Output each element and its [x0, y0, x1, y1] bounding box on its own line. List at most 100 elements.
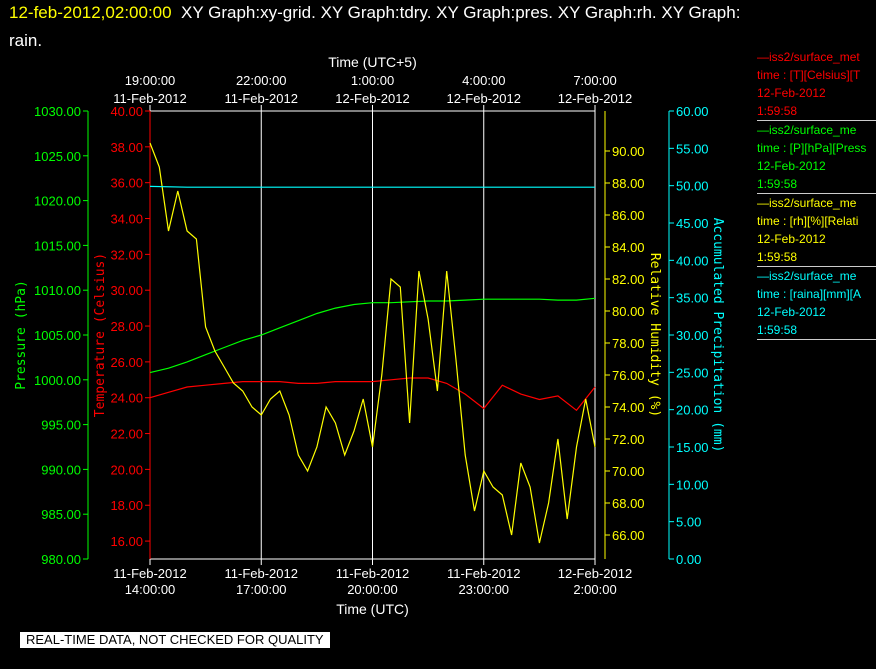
legend-entry-desc: time : [P][hPa][Press [757, 141, 867, 155]
rh-tick-label: 70.00 [612, 464, 645, 479]
x-tick-label-time: 14:00:00 [125, 582, 176, 597]
temperature-tick-label: 38.00 [110, 140, 143, 155]
rain-tick-label: 10.00 [676, 477, 709, 492]
temperature-tick-label: 24.00 [110, 391, 143, 406]
x-tick-label-time: 20:00:00 [347, 582, 398, 597]
temperature-tick-label: 26.00 [110, 355, 143, 370]
x-top-tick-label-time: 1:00:00 [351, 73, 394, 88]
rain-tick-label: 35.00 [676, 291, 709, 306]
legend-entry-date: 12-Feb-2012 [757, 305, 826, 319]
legend-entry-time: 1:59:58 [757, 104, 798, 118]
legend-entry-desc: time : [rh][%][Relati [757, 214, 859, 228]
rh-tick-label: 80.00 [612, 304, 645, 319]
graph-datetime: 12-feb-2012,02:00:00 [9, 3, 172, 22]
rain-tick-label: 30.00 [676, 328, 709, 343]
x-top-tick-label-date: 12-Feb-2012 [447, 91, 521, 106]
x-top-tick-label-date: 12-Feb-2012 [335, 91, 409, 106]
graph-title: 12-feb-2012,02:00:00 XY Graph:xy-grid. X… [9, 3, 740, 23]
legend-entry-time: 1:59:58 [757, 323, 798, 337]
rh-tick-label: 84.00 [612, 240, 645, 255]
rh-tick-label: 76.00 [612, 368, 645, 383]
rh-axis-label: Relative Humidity (%) [647, 253, 662, 417]
pressure-tick-label: 1015.00 [34, 238, 81, 253]
x-tick-label-date: 11-Feb-2012 [336, 566, 409, 581]
x-tick-label-date: 11-Feb-2012 [225, 566, 298, 581]
legend-entry-name: —iss2/surface_me [757, 123, 857, 137]
temperature-tick-label: 34.00 [110, 212, 143, 227]
pressure-axis-label: Pressure (hPa) [14, 280, 29, 390]
rain-axis-label: Accumulated Precipitation (mm) [710, 218, 725, 453]
x-tick-label-time: 2:00:00 [573, 582, 616, 597]
temperature-tick-label: 32.00 [110, 247, 143, 262]
pressure-tick-label: 980.00 [41, 552, 81, 567]
rh-tick-label: 90.00 [612, 144, 645, 159]
rh-tick-label: 74.00 [612, 400, 645, 415]
temperature-axis-label: Temperature (Celsius) [93, 253, 108, 417]
rh-series-line [149, 142, 596, 544]
temperature-tick-label: 40.00 [110, 104, 143, 119]
pressure-tick-label: 1030.00 [34, 104, 81, 119]
rh-tick-label: 72.00 [612, 432, 645, 447]
pressure-tick-label: 1000.00 [34, 373, 81, 388]
pressure-tick-label: 1020.00 [34, 194, 81, 209]
rain-series-line [149, 185, 595, 188]
x-top-tick-label-time: 19:00:00 [125, 73, 176, 88]
rh-tick-label: 82.00 [612, 272, 645, 287]
pressure-tick-label: 990.00 [41, 462, 81, 477]
legend-entry-desc: time : [raina][mm][A [757, 287, 862, 301]
x-top-axis-label: Time (UTC+5) [328, 54, 417, 70]
legend-entry-name: —iss2/surface_met [757, 50, 860, 64]
x-tick-label-date: 12-Feb-2012 [558, 566, 632, 581]
x-top-tick-label-date: 11-Feb-2012 [113, 91, 186, 106]
x-top-tick-label-time: 4:00:00 [462, 73, 505, 88]
rain-tick-label: 55.00 [676, 141, 709, 156]
temperature-tick-label: 22.00 [110, 427, 143, 442]
x-tick-label-date: 11-Feb-2012 [447, 566, 520, 581]
pressure-tick-label: 1005.00 [34, 328, 81, 343]
rain-tick-label: 50.00 [676, 179, 709, 194]
graph-title-continued: rain. [9, 31, 43, 50]
x-tick-label-time: 23:00:00 [458, 582, 509, 597]
temperature-series-line [149, 377, 596, 412]
graph-list: XY Graph:xy-grid. XY Graph:tdry. XY Grap… [181, 3, 741, 22]
rain-tick-label: 20.00 [676, 403, 709, 418]
rain-tick-label: 0.00 [676, 552, 701, 567]
x-top-tick-label-time: 22:00:00 [236, 73, 287, 88]
pressure-tick-label: 985.00 [41, 507, 81, 522]
rain-tick-label: 15.00 [676, 440, 709, 455]
pressure-series-line [149, 297, 596, 374]
legend-entry-name: —iss2/surface_me [757, 196, 857, 210]
legend-entry-name: —iss2/surface_me [757, 269, 857, 283]
rain-tick-label: 25.00 [676, 365, 709, 380]
x-top-tick-label-date: 11-Feb-2012 [225, 91, 298, 106]
rh-tick-label: 86.00 [612, 208, 645, 223]
temperature-tick-label: 30.00 [110, 283, 143, 298]
legend-entry-date: 12-Feb-2012 [757, 86, 826, 100]
temperature-tick-label: 36.00 [110, 176, 143, 191]
rain-tick-label: 5.00 [676, 515, 701, 530]
x-tick-label-date: 11-Feb-2012 [113, 566, 186, 581]
legend-entry-time: 1:59:58 [757, 250, 798, 264]
x-top-tick-label-date: 12-Feb-2012 [558, 91, 632, 106]
x-tick-label-time: 17:00:00 [236, 582, 287, 597]
x-top-tick-label-time: 7:00:00 [573, 73, 616, 88]
temperature-tick-label: 28.00 [110, 319, 143, 334]
rh-tick-label: 78.00 [612, 336, 645, 351]
rain-tick-label: 45.00 [676, 216, 709, 231]
rh-tick-label: 88.00 [612, 176, 645, 191]
temperature-tick-label: 20.00 [110, 462, 143, 477]
x-axis-label: Time (UTC) [336, 601, 409, 617]
rh-tick-label: 66.00 [612, 528, 645, 543]
legend-entry-date: 12-Feb-2012 [757, 159, 826, 173]
pressure-tick-label: 1010.00 [34, 283, 81, 298]
pressure-tick-label: 995.00 [41, 418, 81, 433]
legend-entry-desc: time : [T][Celsius][T [757, 68, 861, 82]
legend-entry-date: 12-Feb-2012 [757, 232, 826, 246]
pressure-tick-label: 1025.00 [34, 149, 81, 164]
